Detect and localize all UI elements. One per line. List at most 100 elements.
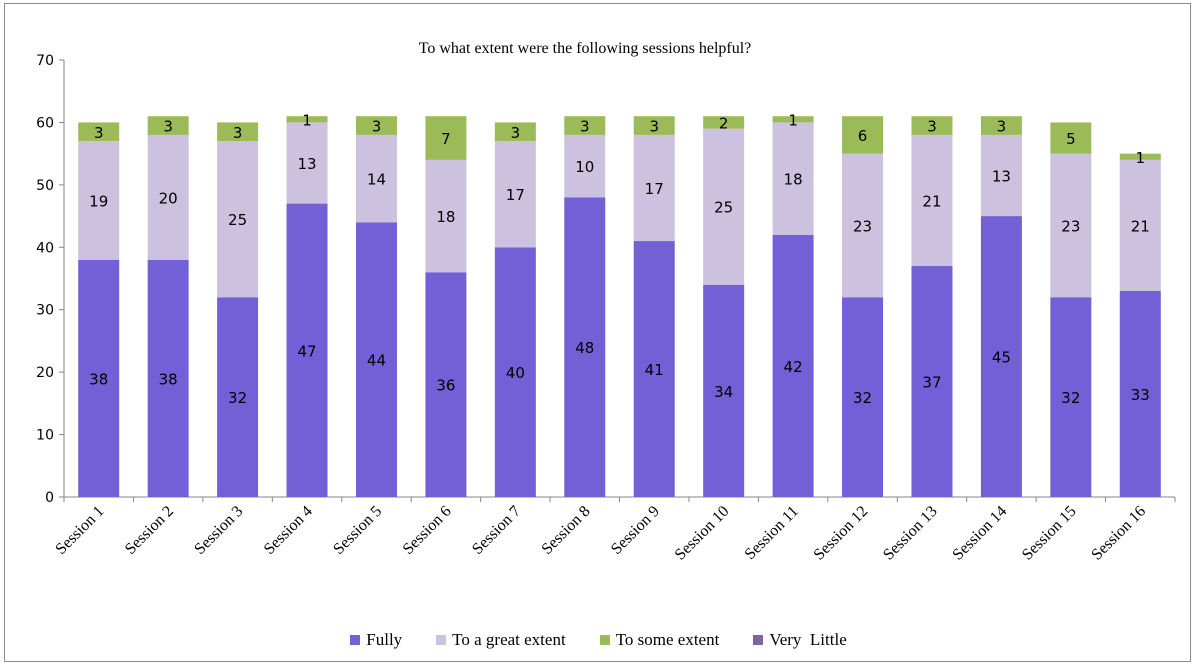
x-tick-label: Session 3	[191, 503, 246, 558]
bar-segment	[633, 134, 675, 242]
bar-segment	[217, 297, 259, 497]
bar-segment	[564, 197, 606, 498]
data-label: 2	[719, 114, 729, 132]
legend-swatch	[753, 635, 764, 645]
bar-segment	[286, 203, 328, 498]
legend-item: Very Little	[753, 630, 847, 650]
x-tick-label: Session 11	[742, 503, 802, 563]
bar-segment	[355, 134, 397, 223]
bar-segment	[980, 116, 1022, 135]
data-label: 38	[159, 370, 178, 388]
bar-segment	[772, 122, 814, 235]
bar-segment	[1050, 122, 1092, 154]
data-label: 19	[89, 192, 108, 210]
data-label: 3	[233, 124, 243, 142]
bar-segment	[425, 159, 467, 273]
data-label: 1	[1136, 149, 1146, 167]
x-tick-label: Session 9	[608, 503, 663, 558]
data-label: 25	[714, 199, 733, 217]
bar-segment	[355, 116, 397, 135]
bar-segment	[564, 134, 606, 198]
bars	[78, 116, 1161, 498]
data-label: 3	[94, 124, 104, 142]
bar-segment	[78, 259, 120, 497]
bar-segment	[703, 284, 745, 497]
data-label: 18	[784, 171, 803, 189]
data-label: 3	[927, 118, 937, 136]
data-label: 20	[159, 189, 178, 207]
legend-label: Fully	[366, 630, 403, 649]
bar-segment	[286, 122, 328, 204]
data-label: 21	[1131, 217, 1150, 235]
data-label: 3	[511, 124, 521, 142]
data-label: 3	[163, 118, 173, 136]
data-label: 38	[89, 370, 108, 388]
data-label: 41	[645, 361, 664, 379]
x-tick-label: Session 6	[400, 503, 455, 558]
bar-segment	[494, 122, 536, 142]
y-tick-label: 0	[45, 490, 54, 506]
data-label: 23	[1061, 217, 1080, 235]
data-label: 21	[922, 192, 941, 210]
y-tick-label: 50	[36, 178, 54, 194]
y-tick-label: 30	[36, 303, 54, 319]
legend-label: To some extent	[615, 630, 720, 649]
bar-segment	[842, 153, 884, 298]
bar-segment	[217, 122, 259, 142]
legend-item: To a great extent	[436, 630, 566, 650]
bar-segment	[980, 134, 1022, 217]
bar-segment	[703, 128, 745, 285]
bar-segment	[147, 259, 189, 497]
x-tick-label: Session 12	[811, 503, 872, 564]
data-label: 3	[997, 118, 1007, 136]
data-label: 32	[853, 389, 872, 407]
x-tick-label: Session 14	[949, 503, 1010, 564]
bar-segment	[633, 241, 675, 497]
x-tick-label: Session 15	[1019, 503, 1080, 564]
data-label: 17	[506, 186, 525, 204]
bar-segment	[911, 116, 953, 135]
bar-segment	[425, 116, 467, 160]
data-label: 18	[436, 208, 455, 226]
bar-segment	[494, 141, 536, 248]
data-label: 34	[714, 383, 733, 401]
bar-segment	[703, 116, 745, 129]
bar-segment	[842, 297, 884, 497]
data-label: 44	[367, 352, 386, 370]
y-tick-label: 40	[36, 240, 54, 256]
bar-segment	[980, 216, 1022, 498]
legend-swatch	[599, 635, 610, 645]
x-tick-label: Session 2	[122, 503, 177, 558]
y-tick-label: 70	[36, 53, 54, 69]
data-label: 7	[441, 130, 451, 148]
bar-segment	[564, 116, 606, 135]
legend-item: To some extent	[599, 630, 720, 650]
data-labels: 3819338203322534713144143361874017348103…	[89, 111, 1150, 407]
bar-segment	[1119, 159, 1161, 291]
bar-segment	[911, 134, 953, 267]
data-label: 45	[992, 349, 1011, 367]
bar-segment	[772, 116, 814, 123]
bar-segment	[286, 116, 328, 123]
x-axis: Session 1 Session 2 Session 3 Session 4 Sess…	[52, 496, 1176, 564]
data-label: 5	[1066, 130, 1076, 148]
data-label: 13	[992, 167, 1011, 185]
x-tick-label: Session 13	[880, 503, 941, 564]
data-label: 40	[506, 364, 525, 382]
x-tick-label: Session 16	[1088, 503, 1149, 564]
bar-segment	[842, 116, 884, 154]
x-tick-label: Session 4	[261, 503, 316, 558]
data-label: 10	[575, 158, 594, 176]
bar-segment	[355, 222, 397, 498]
bar-segment	[1050, 297, 1092, 497]
bar-segment	[911, 266, 953, 497]
bar-segment	[633, 116, 675, 135]
bar-segment	[147, 134, 189, 260]
x-tick-label: Session 1	[52, 503, 107, 558]
legend-swatch	[436, 635, 447, 645]
bar-segment	[78, 122, 120, 142]
data-label: 1	[302, 111, 312, 129]
data-label: 23	[853, 217, 872, 235]
data-label: 25	[228, 211, 247, 229]
